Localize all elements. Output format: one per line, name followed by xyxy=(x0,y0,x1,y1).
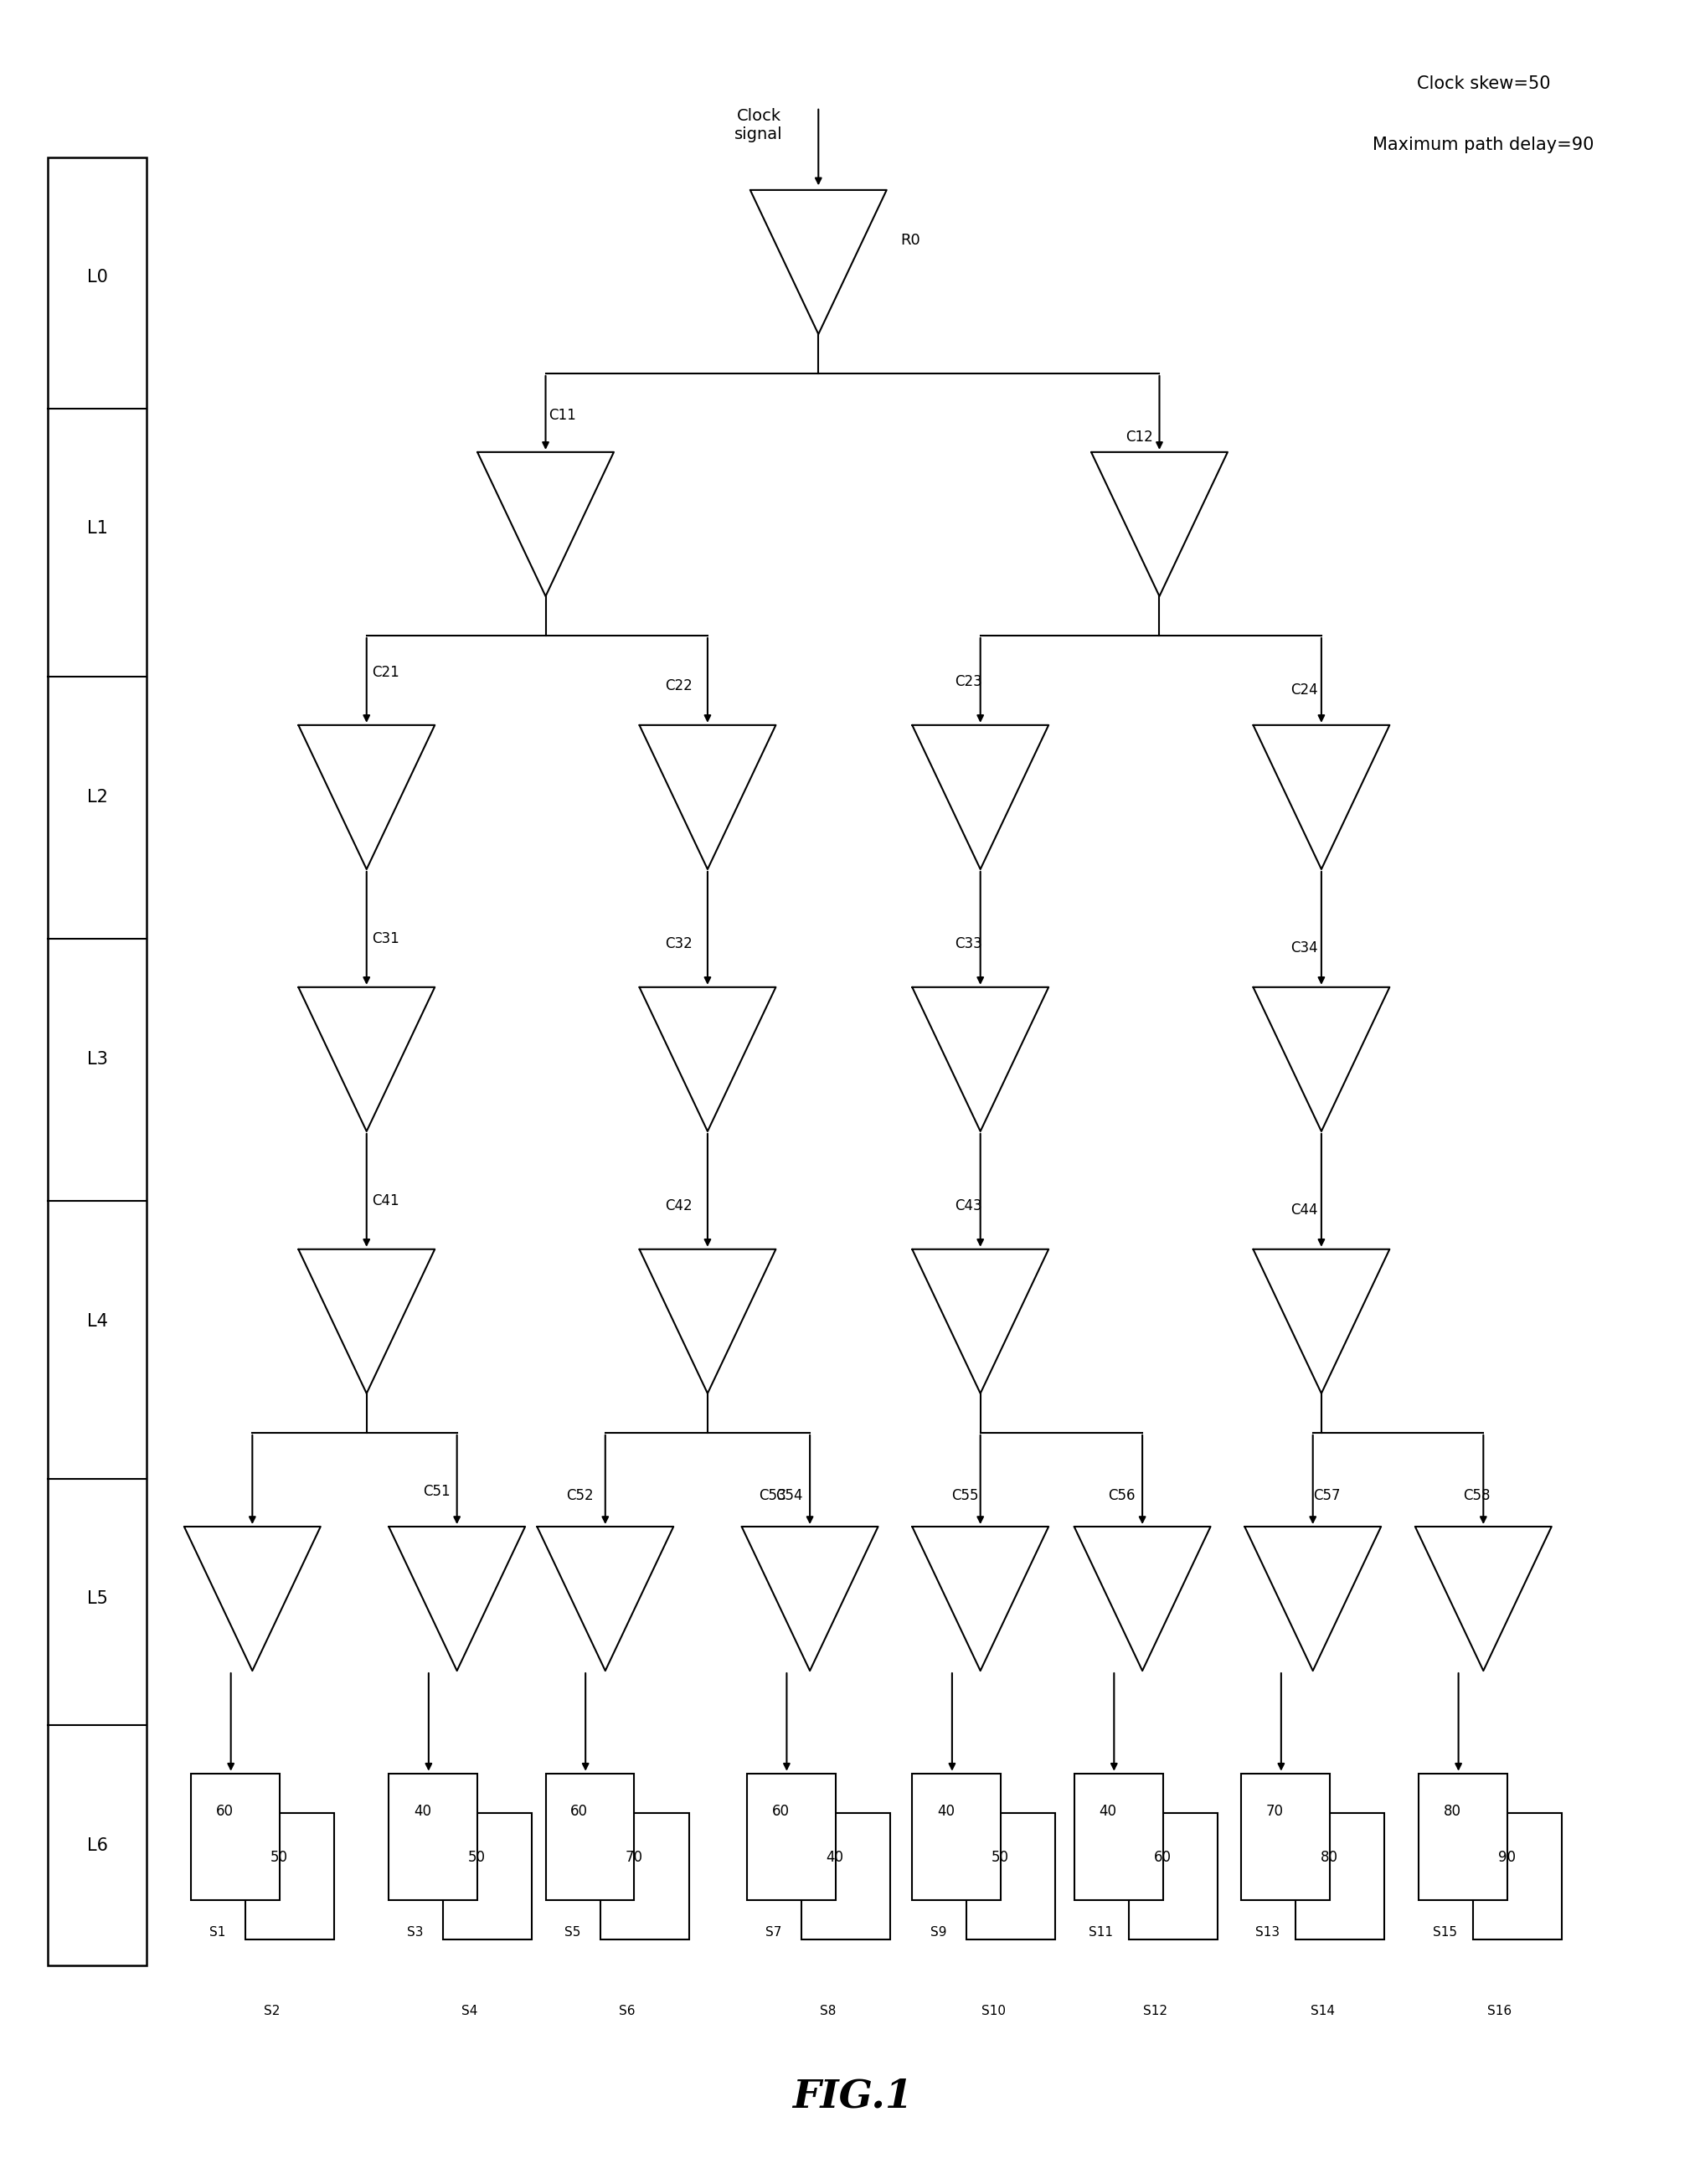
Text: C55: C55 xyxy=(951,1489,979,1503)
Text: 70: 70 xyxy=(626,1850,643,1865)
Text: C52: C52 xyxy=(566,1489,593,1503)
Text: S10: S10 xyxy=(980,2005,1006,2018)
Text: S3: S3 xyxy=(407,1926,423,1939)
Bar xyxy=(48,157,147,1966)
Bar xyxy=(1129,1813,1217,1939)
Text: S12: S12 xyxy=(1142,2005,1168,2018)
Text: 80: 80 xyxy=(1321,1850,1338,1865)
Text: C44: C44 xyxy=(1291,1203,1318,1216)
Bar xyxy=(1419,1773,1507,1900)
Text: FIG.1: FIG.1 xyxy=(793,2077,912,2116)
Text: 80: 80 xyxy=(1444,1804,1461,1819)
Text: C34: C34 xyxy=(1291,941,1318,954)
Text: 40: 40 xyxy=(938,1804,955,1819)
Text: L3: L3 xyxy=(87,1051,107,1068)
Text: Clock
signal: Clock signal xyxy=(735,107,783,142)
Text: C41: C41 xyxy=(372,1195,399,1208)
Text: 60: 60 xyxy=(772,1804,789,1819)
Text: S16: S16 xyxy=(1487,2005,1512,2018)
Bar xyxy=(1473,1813,1562,1939)
Text: C54: C54 xyxy=(776,1489,803,1503)
Bar xyxy=(1074,1773,1163,1900)
Bar xyxy=(600,1813,689,1939)
Text: L5: L5 xyxy=(87,1590,107,1607)
Text: S13: S13 xyxy=(1255,1926,1280,1939)
Text: S14: S14 xyxy=(1309,2005,1335,2018)
Text: C24: C24 xyxy=(1291,684,1318,697)
Text: 60: 60 xyxy=(571,1804,588,1819)
Text: 60: 60 xyxy=(217,1804,234,1819)
Text: 40: 40 xyxy=(827,1850,844,1865)
Text: S7: S7 xyxy=(766,1926,781,1939)
Text: 60: 60 xyxy=(1154,1850,1171,1865)
Text: S2: S2 xyxy=(264,2005,280,2018)
Text: R0: R0 xyxy=(900,234,921,249)
Text: S5: S5 xyxy=(564,1926,580,1939)
Text: Maximum path delay=90: Maximum path delay=90 xyxy=(1373,135,1594,153)
Text: C43: C43 xyxy=(955,1199,982,1212)
Bar xyxy=(747,1773,835,1900)
Text: C31: C31 xyxy=(372,933,399,946)
Text: C42: C42 xyxy=(665,1199,692,1212)
Text: 90: 90 xyxy=(1499,1850,1516,1865)
Text: L6: L6 xyxy=(87,1837,107,1854)
Bar xyxy=(246,1813,334,1939)
Text: C32: C32 xyxy=(665,937,692,950)
Text: 40: 40 xyxy=(1100,1804,1117,1819)
Bar xyxy=(191,1773,280,1900)
Text: C12: C12 xyxy=(1125,430,1153,443)
Bar xyxy=(546,1773,634,1900)
Text: S4: S4 xyxy=(462,2005,477,2018)
Text: C33: C33 xyxy=(955,937,982,950)
Text: L2: L2 xyxy=(87,788,107,806)
Text: C11: C11 xyxy=(549,408,576,422)
Text: S11: S11 xyxy=(1088,1926,1113,1939)
Bar xyxy=(912,1773,1001,1900)
Bar xyxy=(1241,1773,1330,1900)
Text: 50: 50 xyxy=(271,1850,288,1865)
Text: 50: 50 xyxy=(469,1850,486,1865)
Text: C53: C53 xyxy=(759,1489,786,1503)
Text: L4: L4 xyxy=(87,1313,107,1330)
Text: C23: C23 xyxy=(955,675,982,688)
Text: Clock skew=50: Clock skew=50 xyxy=(1417,74,1550,92)
Bar xyxy=(967,1813,1055,1939)
Text: 70: 70 xyxy=(1267,1804,1284,1819)
Text: S8: S8 xyxy=(820,2005,835,2018)
Text: C56: C56 xyxy=(1108,1489,1136,1503)
Text: 40: 40 xyxy=(414,1804,431,1819)
Text: 50: 50 xyxy=(992,1850,1009,1865)
Bar xyxy=(389,1773,477,1900)
Text: S6: S6 xyxy=(619,2005,634,2018)
Text: C58: C58 xyxy=(1463,1489,1490,1503)
Text: C51: C51 xyxy=(423,1485,450,1498)
Bar xyxy=(801,1813,890,1939)
Text: C22: C22 xyxy=(665,679,692,692)
Text: C21: C21 xyxy=(372,666,399,679)
Text: S15: S15 xyxy=(1432,1926,1458,1939)
Bar xyxy=(1296,1813,1384,1939)
Text: L0: L0 xyxy=(87,269,107,286)
Text: S9: S9 xyxy=(931,1926,946,1939)
Text: S1: S1 xyxy=(210,1926,225,1939)
Text: L1: L1 xyxy=(87,520,107,537)
Bar xyxy=(443,1813,532,1939)
Text: C57: C57 xyxy=(1313,1489,1340,1503)
